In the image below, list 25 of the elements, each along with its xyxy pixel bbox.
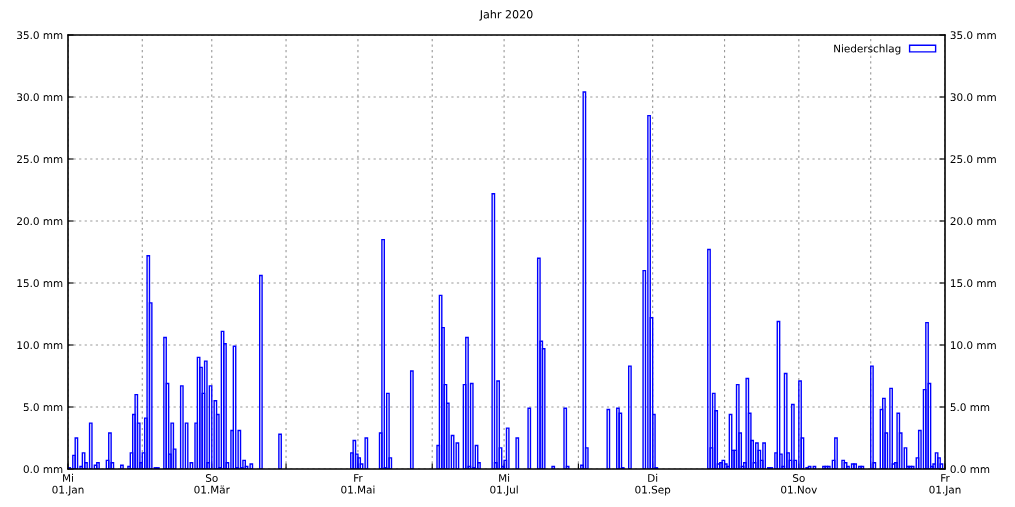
y-tick-label: 0.0 mm — [23, 465, 63, 474]
y2-tick-label: 5.0 mm — [950, 403, 990, 412]
y2-tick-label: 15.0 mm — [951, 279, 996, 288]
x-tick-label: Fr 01.Mai — [341, 474, 375, 494]
x-tick-label: Di 01.Sep — [635, 473, 671, 496]
x-tick-label: So 01.Mär — [194, 474, 230, 494]
y-tick-label: 30.0 mm — [17, 93, 63, 102]
y2-tick-label: 10.0 mm — [951, 341, 996, 350]
y-tick-label: 20.0 mm — [17, 217, 63, 226]
y-tick-label: 10.0 mm — [17, 341, 63, 350]
y2-tick-label: 35.0 mm — [950, 31, 996, 40]
x-tick-label: Mi 01.Jul — [490, 473, 518, 496]
y-tick-label: 35.0 mm — [17, 31, 63, 40]
legend-label: Niederschlag — [834, 44, 901, 55]
x-tick-label: Mi 01.Jan — [52, 473, 84, 496]
y2-tick-label: 30.0 mm — [950, 93, 996, 102]
y-tick-label: 15.0 mm — [17, 279, 63, 288]
x-tick-label: Fr 01.Jan — [929, 474, 961, 496]
y2-tick-label: 25.0 mm — [950, 155, 996, 164]
x-tick-label: So 01.Nov — [781, 474, 817, 494]
y-tick-label: 25.0 mm — [17, 155, 63, 164]
y2-tick-label: 20.0 mm — [950, 217, 996, 226]
y-tick-label: 5.0 mm — [23, 403, 63, 412]
chart-title: Jahr 2020 — [479, 9, 533, 21]
y2-tick-label: 0.0 mm — [950, 465, 990, 474]
